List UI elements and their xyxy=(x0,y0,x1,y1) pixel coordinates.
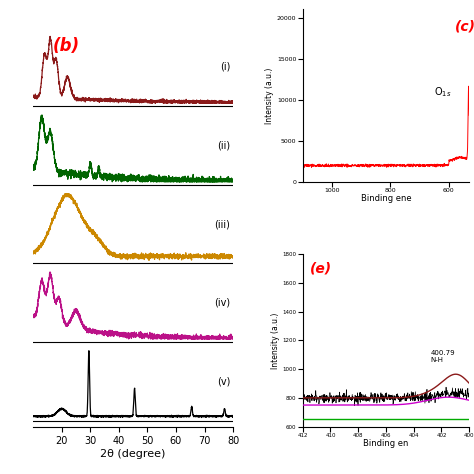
Text: (b): (b) xyxy=(53,37,80,55)
X-axis label: 2θ (degree): 2θ (degree) xyxy=(100,449,166,459)
Text: (ii): (ii) xyxy=(217,140,230,151)
Y-axis label: Intensity (a.u.): Intensity (a.u.) xyxy=(271,312,280,369)
Text: O$_{1s}$: O$_{1s}$ xyxy=(434,86,452,100)
X-axis label: Binding ene: Binding ene xyxy=(361,194,411,203)
Text: (iii): (iii) xyxy=(214,219,230,229)
Y-axis label: Intensity (a.u.): Intensity (a.u.) xyxy=(265,67,274,124)
X-axis label: Binding en: Binding en xyxy=(363,439,409,448)
Text: (i): (i) xyxy=(220,62,230,72)
Text: 400.79
N-H: 400.79 N-H xyxy=(430,350,455,363)
Text: (iv): (iv) xyxy=(214,298,230,308)
Text: (c): (c) xyxy=(455,19,474,33)
Text: (v): (v) xyxy=(217,376,230,386)
Text: (e): (e) xyxy=(310,262,332,275)
